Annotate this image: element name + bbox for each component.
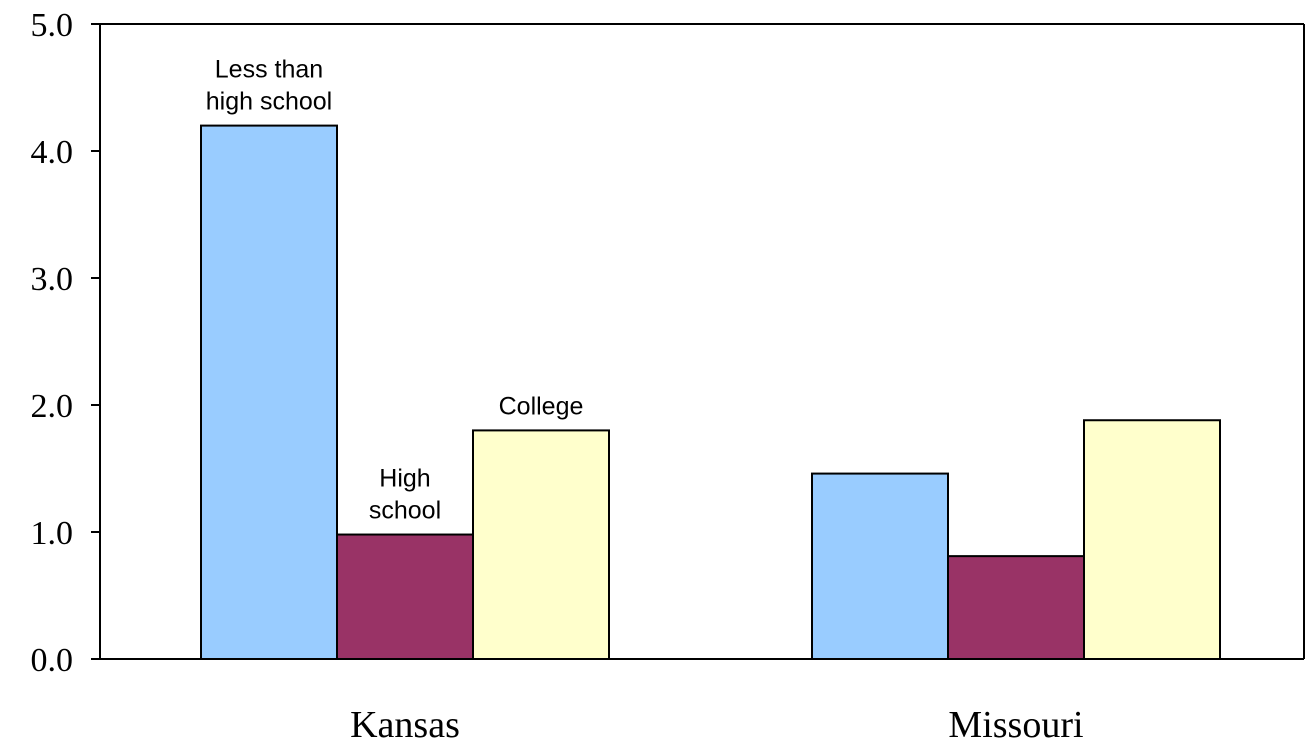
bar-1-0 xyxy=(811,472,949,660)
bar-1-2 xyxy=(1083,419,1221,660)
y-tick-label-4: 4.0 xyxy=(31,134,74,171)
series-label-2-line-0: College xyxy=(499,392,584,420)
category-label-1: Missouri xyxy=(948,704,1083,742)
series-label-1-line-0: High xyxy=(379,465,430,493)
axes-group xyxy=(91,23,1305,660)
y-tick-label-3: 3.0 xyxy=(31,261,74,298)
bars-group xyxy=(200,124,1221,661)
labels-group: Less than high school High school College Kan… xyxy=(31,7,1084,742)
series-label-0-line-0: Less than xyxy=(215,56,323,84)
series-label-0-line-1: high school xyxy=(206,88,332,116)
y-tick-label-2: 2.0 xyxy=(31,388,74,425)
y-tick-label-0: 0.0 xyxy=(31,642,74,679)
bar-0-1 xyxy=(336,533,474,660)
y-tick-label-5: 5.0 xyxy=(31,7,74,44)
bar-0-0 xyxy=(200,124,338,661)
series-label-1-line-1: school xyxy=(369,497,441,525)
bar-0-2 xyxy=(472,429,610,660)
category-label-0: Kansas xyxy=(350,704,460,742)
bar-1-1 xyxy=(947,555,1085,661)
y-tick-label-1: 1.0 xyxy=(31,515,74,552)
